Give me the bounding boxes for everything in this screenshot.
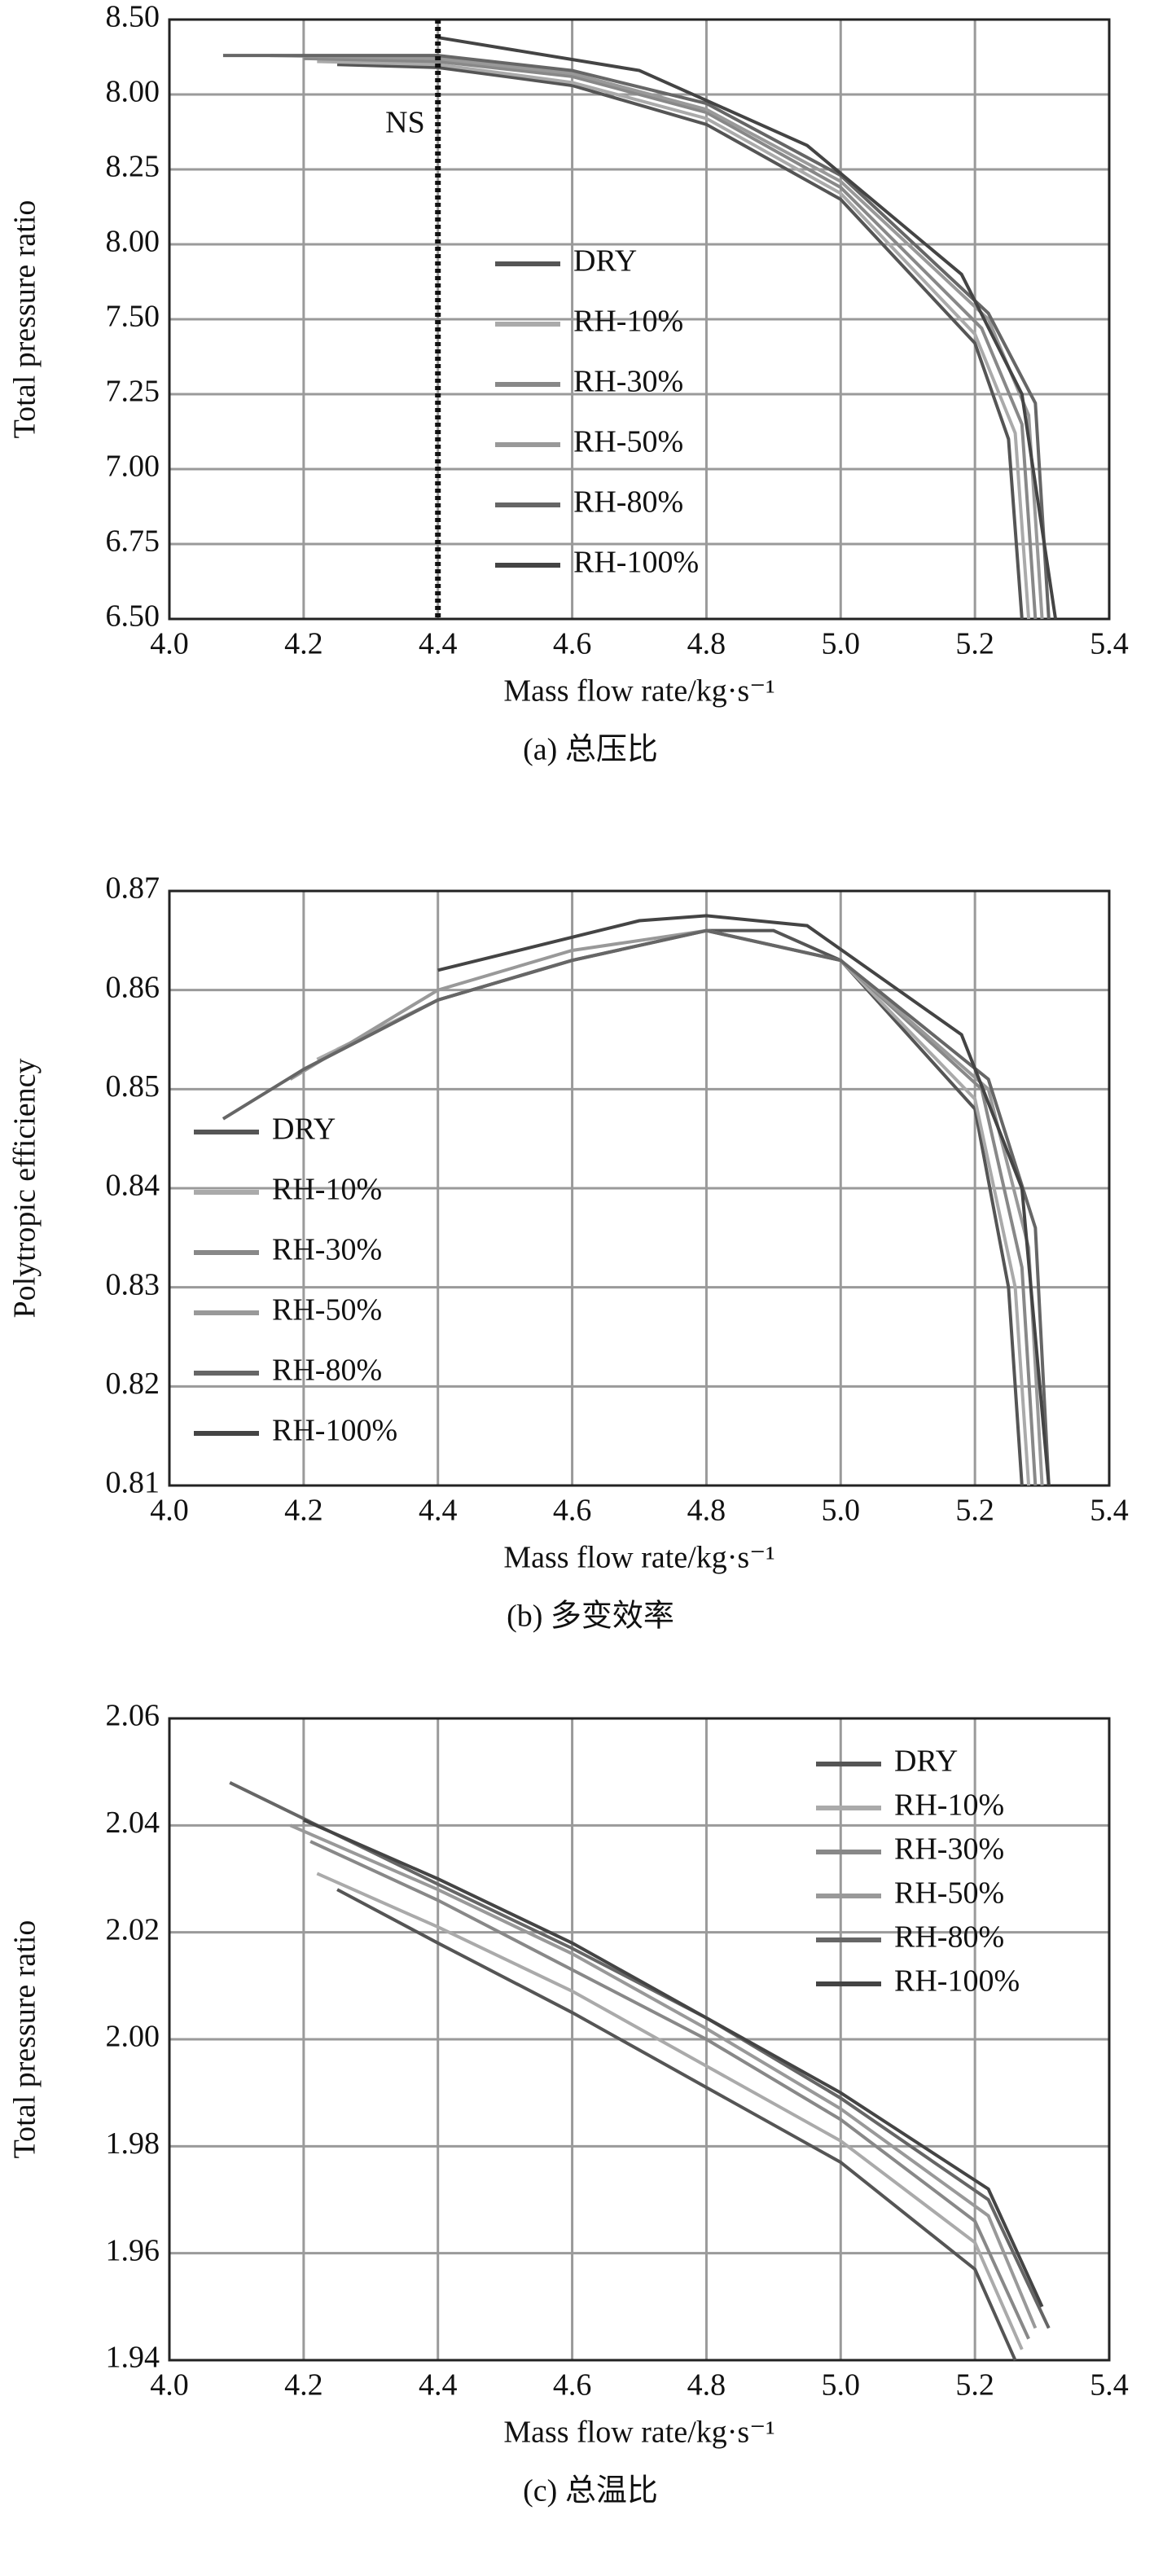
y-axis-title: Polytropic efficiency [8,1058,42,1318]
series-line [316,1872,1024,2350]
annotation: NS [385,106,425,140]
y-tick-label: 8.00 [106,225,160,259]
x-tick-label: 4.0 [150,1494,189,1528]
legend-label: RH-100% [573,546,699,580]
y-tick-label: 2.02 [106,1912,160,1946]
legend-label: DRY [894,1744,958,1779]
legend-label: RH-80% [894,1920,1004,1955]
x-tick-label: 5.2 [955,1494,994,1528]
caption: (a) 总压比 [523,733,658,767]
x-tick-label: 5.4 [1090,2368,1129,2403]
legend-label: RH-10% [272,1173,382,1207]
y-tick-label: 0.86 [106,970,160,1004]
y-tick-label: 0.87 [106,871,160,906]
legend-label: RH-30% [272,1233,382,1267]
series-line [337,63,1024,620]
legend-label: RH-10% [894,1788,1004,1823]
y-tick-label: 0.81 [106,1466,160,1500]
plot-frame [168,889,1111,1487]
series-line [289,1823,1038,2329]
x-tick-label: 4.6 [553,1494,592,1528]
x-axis-title: Mass flow rate/kg·s⁻¹ [503,1541,774,1575]
x-tick-label: 4.8 [687,627,726,661]
legend-label: RH-80% [272,1354,382,1388]
legend-label: RH-80% [573,485,683,520]
series-line [303,56,1038,620]
y-tick-label: 2.06 [106,1699,160,1733]
legend-label: RH-50% [272,1293,382,1327]
x-tick-label: 4.6 [553,627,592,661]
x-axis-title: Mass flow rate/kg·s⁻¹ [503,2416,774,2450]
x-tick-label: 5.0 [822,1494,861,1528]
plot-frame [168,18,1111,621]
y-tick-label: 7.25 [106,375,160,409]
legend-label: RH-30% [573,365,683,399]
y-tick-label: 6.50 [106,599,160,634]
x-tick-label: 5.4 [1090,1494,1129,1528]
series-line [437,36,1058,620]
y-tick-label: 0.84 [106,1169,160,1203]
y-tick-label: 8.25 [106,150,160,184]
y-tick-label: 0.82 [106,1367,160,1401]
x-tick-label: 4.6 [553,2368,592,2403]
y-tick-label: 1.98 [106,2126,160,2161]
y-tick-label: 1.94 [106,2341,160,2375]
x-tick-label: 4.0 [150,2368,189,2403]
y-tick-label: 1.96 [106,2233,160,2267]
series-line [303,1818,1044,2308]
y-tick-label: 7.00 [106,450,160,484]
y-tick-label: 8.50 [106,0,160,34]
x-tick-label: 4.4 [419,627,458,661]
legend-label: RH-10% [573,305,683,339]
legend-label: RH-100% [894,1964,1020,1999]
legend-label: RH-30% [894,1832,1004,1867]
x-tick-label: 4.2 [284,2368,323,2403]
x-tick-label: 4.2 [284,1494,323,1528]
legend-label: DRY [272,1112,336,1147]
x-tick-label: 5.4 [1090,627,1129,661]
x-tick-label: 4.4 [419,1494,458,1528]
series-line [336,928,1024,1486]
series-line [336,1888,1017,2361]
legend-label: RH-100% [272,1414,397,1448]
y-tick-label: 6.75 [106,524,160,559]
y-axis-title: Total pressure ratio [8,1920,42,2159]
y-tick-label: 2.04 [106,1806,160,1840]
x-tick-label: 5.0 [822,2368,861,2403]
series-line [222,54,1051,620]
caption: (b) 多变效率 [507,1600,674,1634]
legend-label: RH-50% [894,1876,1004,1911]
x-tick-label: 4.4 [419,2368,458,2403]
y-tick-label: 8.00 [106,75,160,109]
caption: (c) 总温比 [523,2474,658,2508]
y-tick-label: 0.83 [106,1267,160,1301]
series-line [309,1840,1030,2340]
x-axis-title: Mass flow rate/kg·s⁻¹ [503,674,774,709]
y-tick-label: 7.50 [106,300,160,334]
series-line [317,59,1031,620]
x-tick-label: 5.2 [955,2368,994,2403]
plot-frame [168,1717,1111,2362]
legend-label: DRY [573,244,637,279]
x-tick-label: 4.0 [150,627,189,661]
x-tick-label: 4.2 [284,627,323,661]
x-tick-label: 5.0 [822,627,861,661]
y-tick-label: 0.85 [106,1069,160,1104]
x-tick-label: 5.2 [955,627,994,661]
x-tick-label: 4.8 [687,2368,726,2403]
legend-label: RH-50% [573,425,683,459]
series-line [222,928,1051,1486]
series-line [437,914,1051,1486]
series-line [316,928,1031,1486]
y-tick-label: 2.00 [106,2020,160,2054]
x-tick-label: 4.8 [687,1494,726,1528]
y-axis-title: Total pressure ratio [8,200,42,439]
